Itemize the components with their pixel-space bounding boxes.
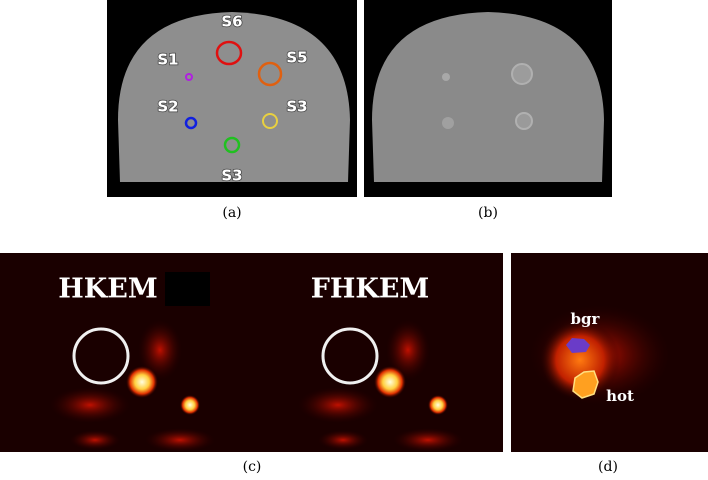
insert bbox=[442, 73, 450, 81]
caption: (c) bbox=[243, 459, 262, 475]
roi-label: hot bbox=[606, 387, 634, 405]
panel-b bbox=[364, 0, 612, 197]
roi-label: S3 bbox=[221, 167, 242, 185]
panel-d: bgr hot bbox=[511, 253, 708, 452]
bgr-roi bbox=[566, 338, 590, 353]
caption: (a) bbox=[222, 205, 241, 221]
roi bbox=[262, 113, 278, 129]
image-title: FHKEM bbox=[311, 274, 430, 305]
panel-c: HKEM FHKEM bbox=[0, 253, 503, 452]
roi-label: bgr bbox=[571, 310, 601, 328]
roi-label: S5 bbox=[286, 49, 307, 67]
roi-label: S1 bbox=[157, 51, 178, 69]
hot-roi bbox=[572, 370, 599, 399]
mask bbox=[165, 272, 210, 306]
roi bbox=[215, 40, 243, 66]
phantom bbox=[372, 12, 604, 182]
roi-label: S6 bbox=[221, 13, 242, 31]
panel-a: S6 S1 S5 S2 S3 S3 bbox=[107, 0, 357, 197]
pet-right bbox=[298, 320, 463, 452]
insert bbox=[442, 117, 454, 129]
phantom bbox=[118, 12, 350, 182]
image-title: HKEM bbox=[58, 274, 157, 305]
roi bbox=[257, 61, 283, 87]
roi bbox=[185, 73, 193, 81]
roi-label: S2 bbox=[157, 98, 178, 116]
pet-left bbox=[50, 320, 215, 452]
caption: (b) bbox=[478, 205, 498, 221]
insert bbox=[511, 63, 533, 85]
roi bbox=[184, 116, 198, 130]
roi bbox=[223, 136, 241, 154]
caption: (d) bbox=[598, 459, 618, 475]
roi-label: S3 bbox=[286, 98, 307, 116]
insert bbox=[515, 112, 533, 130]
